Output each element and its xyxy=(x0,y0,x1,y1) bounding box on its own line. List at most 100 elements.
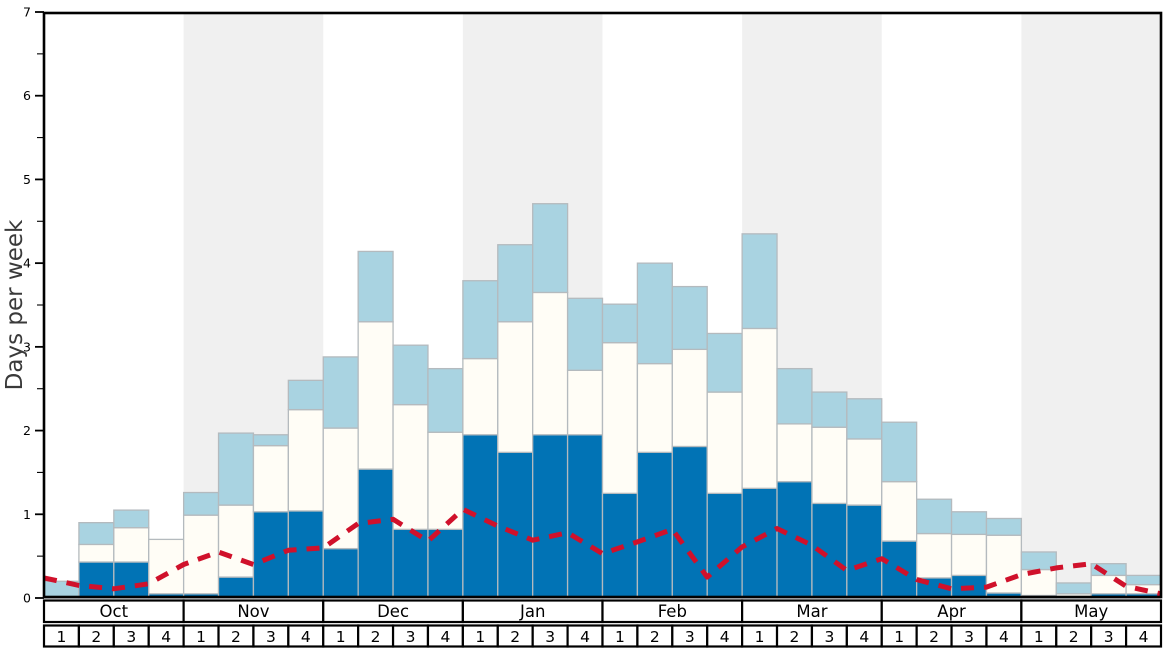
bar-nov-w2-light xyxy=(217,432,255,506)
week-label: 4 xyxy=(999,628,1009,646)
bars-layer xyxy=(43,203,1162,599)
bar-jan-w4-light xyxy=(566,297,604,371)
bar-dec-w3-dark xyxy=(392,528,429,599)
bar-mar-w4-light xyxy=(846,398,883,440)
bar-feb-w1-light xyxy=(601,303,639,344)
trend-line-layer xyxy=(43,506,1162,597)
week-label: 1 xyxy=(755,628,765,646)
bar-nov-w4-light xyxy=(287,379,324,411)
bar-jan-w2-white xyxy=(497,321,534,453)
bar-apr-w2-light xyxy=(916,498,953,535)
month-label-may: May xyxy=(1074,602,1108,621)
bar-feb-w2-light xyxy=(636,262,673,365)
bar-dec-w1-light xyxy=(322,356,359,429)
bar-dec-w2-light xyxy=(357,250,394,323)
y-tick-label: 1 xyxy=(23,507,31,522)
month-label-jan: Jan xyxy=(519,602,545,621)
month-cell-may xyxy=(1020,599,1163,624)
bar-feb-w2-white xyxy=(636,362,673,453)
bar-dec-w4-light xyxy=(427,367,464,433)
bar-jan-w1-white xyxy=(462,357,499,436)
month-label-nov: Nov xyxy=(237,602,269,621)
bar-nov-w3-white xyxy=(252,444,289,513)
bar-feb-w3-white xyxy=(671,348,708,448)
bar-mar-w3-white xyxy=(811,426,848,505)
bar-may-w4-light xyxy=(1125,574,1162,586)
bar-nov-w1-white xyxy=(182,514,220,595)
week-label: 3 xyxy=(266,628,276,646)
month-label-dec: Dec xyxy=(377,602,409,621)
bar-apr-w4-light xyxy=(985,517,1023,536)
bar-jan-w3-dark xyxy=(532,434,569,599)
bar-jan-w1-dark xyxy=(462,434,499,599)
week-label: 1 xyxy=(894,628,904,646)
week-label: 4 xyxy=(580,628,590,646)
y-tick-label: 3 xyxy=(23,339,31,354)
bar-nov-w4-dark xyxy=(287,510,324,599)
month-label-apr: Apr xyxy=(937,602,966,621)
week-label: 2 xyxy=(790,628,800,646)
bar-apr-w3-light xyxy=(950,511,988,536)
week-label: 4 xyxy=(440,628,450,646)
bar-mar-w2-dark xyxy=(776,480,813,599)
bar-mar-w2-light xyxy=(776,367,813,425)
week-label: 1 xyxy=(336,628,346,646)
y-tick-label: 4 xyxy=(23,256,31,271)
week-label: 3 xyxy=(545,628,555,646)
bar-oct-w3-white xyxy=(113,527,150,563)
week-label: 3 xyxy=(1104,628,1114,646)
bar-dec-w1-white xyxy=(322,427,359,550)
bar-oct-w2-white xyxy=(78,543,115,563)
bar-feb-w1-white xyxy=(601,342,639,495)
bar-mar-w3-light xyxy=(811,391,848,428)
bar-apr-w2-white xyxy=(916,532,953,579)
week-label: 2 xyxy=(231,628,241,646)
bar-oct-w2-dark xyxy=(78,561,115,599)
week-label: 4 xyxy=(1139,628,1149,646)
week-label: 1 xyxy=(615,628,625,646)
bar-dec-w3-white xyxy=(392,403,429,531)
bar-nov-w2-white xyxy=(217,504,255,578)
week-label: 2 xyxy=(650,628,660,646)
y-tick-label: 2 xyxy=(23,423,31,438)
bar-jan-w3-light xyxy=(532,203,569,294)
bar-feb-w4-white xyxy=(706,391,743,495)
bar-oct-w3-light xyxy=(113,509,150,529)
bar-mar-w2-white xyxy=(776,423,813,483)
bar-jan-w2-light xyxy=(497,244,534,323)
bar-may-w3-light xyxy=(1090,563,1127,577)
bar-dec-w3-light xyxy=(392,344,429,406)
week-label: 1 xyxy=(196,628,206,646)
week-label: 1 xyxy=(475,628,485,646)
bar-feb-w2-dark xyxy=(636,451,673,599)
month-label-mar: Mar xyxy=(796,602,827,621)
bar-mar-w1-dark xyxy=(741,487,778,599)
month-shading-may xyxy=(1021,12,1161,598)
y-tick-label: 7 xyxy=(23,5,31,20)
bar-may-w1-white xyxy=(1020,568,1057,597)
bar-apr-w1-light xyxy=(881,421,918,483)
week-label: 3 xyxy=(406,628,416,646)
week-label: 4 xyxy=(859,628,869,646)
bar-mar-w4-dark xyxy=(846,504,883,599)
week-label: 2 xyxy=(1069,628,1079,646)
week-label: 4 xyxy=(161,628,171,646)
bar-nov-w4-white xyxy=(287,408,324,512)
bar-dec-w2-white xyxy=(357,321,394,470)
y-tick-label: 6 xyxy=(23,88,31,103)
bar-jan-w4-dark xyxy=(566,434,604,599)
week-label: 1 xyxy=(1034,628,1044,646)
bar-jan-w1-light xyxy=(462,280,499,360)
x-axis-bands-layer: Oct 1 2 3 4 Nov 1 2 3 4 Dec 1 2 3 4 Jan 1 2 3 4 Feb 1 2 3 4 Mar 1 2… xyxy=(42,599,1163,648)
bar-oct-w2-light xyxy=(78,522,115,546)
bar-feb-w4-light xyxy=(706,332,743,393)
bar-jan-w2-dark xyxy=(497,451,534,599)
bar-oct-w3-dark xyxy=(113,561,150,599)
bar-dec-w4-white xyxy=(427,431,464,531)
week-label: 2 xyxy=(510,628,520,646)
y-tick-label: 0 xyxy=(23,591,31,606)
week-label: 4 xyxy=(301,628,311,646)
bar-mar-w4-white xyxy=(846,438,883,506)
